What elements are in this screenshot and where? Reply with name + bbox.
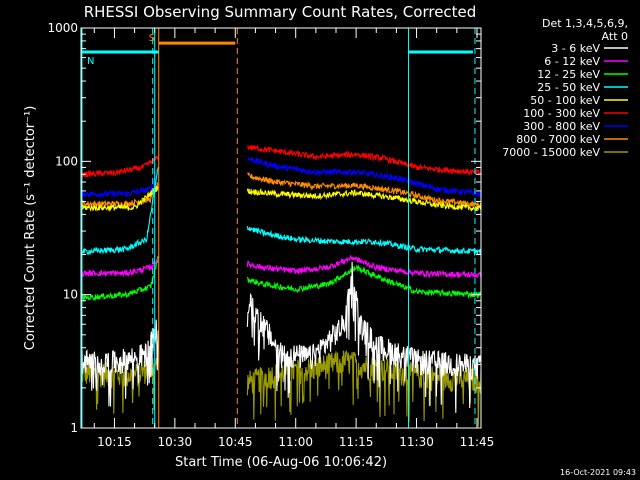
legend-label: 100 - 300 keV [523, 107, 600, 120]
legend-label: 3 - 6 keV [551, 42, 600, 55]
series-line [80, 185, 482, 213]
x-tick-label: 11:00 [278, 435, 313, 449]
legend-header-line-2: Att 0 [602, 30, 628, 43]
x-axis-label: Start Time (06-Aug-06 10:06:42) [175, 455, 387, 470]
x-tick-label: 10:45 [218, 435, 253, 449]
x-tick-label: 11:15 [339, 435, 374, 449]
y-tick-label: 1 [70, 421, 78, 435]
flag-label: S [149, 33, 155, 44]
x-tick-label: 10:30 [158, 435, 193, 449]
legend-label: 300 - 800 keV [523, 120, 600, 133]
y-axis: 1 10 100 1000 [47, 21, 481, 435]
flag-label: N [87, 56, 94, 67]
series-line [80, 156, 482, 199]
legend-label: 50 - 100 keV [530, 94, 600, 107]
legend-header-line-1: Det 1,3,4,5,6,9, [542, 17, 628, 30]
y-tick-label: 1000 [47, 21, 78, 35]
plot-area: SN [80, 28, 482, 428]
legend-label: 800 - 7000 keV [516, 133, 600, 146]
y-tick-label: 10 [63, 288, 78, 302]
x-tick-label: 10:15 [97, 435, 132, 449]
x-axis: 10:15 10:30 10:45 11:00 11:15 11:30 11:45 [93, 28, 495, 449]
x-tick-label: 11:30 [399, 435, 434, 449]
legend-label: 25 - 50 keV [537, 81, 600, 94]
series-line [80, 166, 482, 257]
series-line [80, 261, 482, 413]
render-timestamp: 16-Oct-2021 09:43 [560, 468, 636, 477]
legend-label: 7000 - 15000 keV [502, 146, 600, 159]
plot-frame [80, 27, 482, 429]
series-line [80, 144, 482, 178]
y-axis-label: Corrected Count Rate (s⁻¹ detector⁻¹) [23, 106, 38, 351]
legend-label: 6 - 12 keV [544, 55, 600, 68]
legend-label: 12 - 25 keV [537, 68, 600, 81]
series-line [80, 255, 482, 279]
series-line [80, 256, 482, 303]
y-tick-label: 100 [55, 154, 78, 168]
chart-title: RHESSI Observing Summary Count Rates, Co… [84, 3, 477, 21]
x-tick-label: 11:45 [460, 435, 495, 449]
